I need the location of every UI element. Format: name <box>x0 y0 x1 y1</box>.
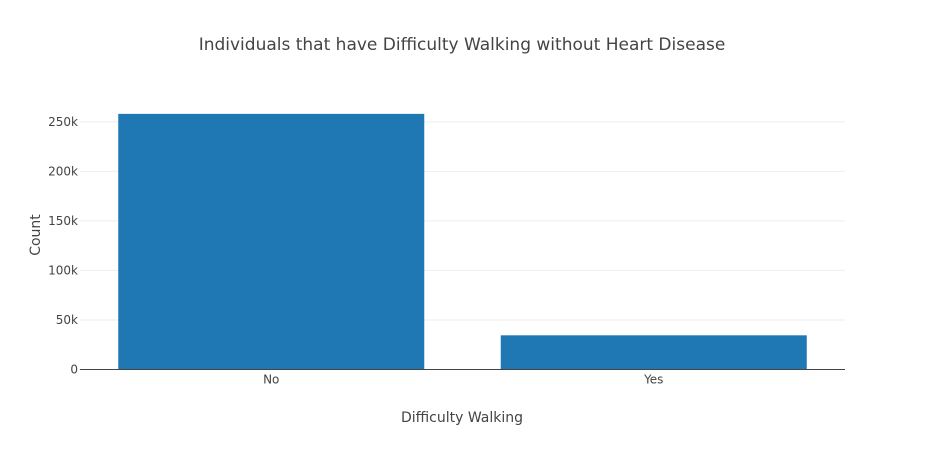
chart-title: Individuals that have Difficulty Walking… <box>199 35 726 55</box>
y-tick-label: 100k <box>48 263 78 277</box>
y-tick-label: 150k <box>48 214 78 228</box>
x-axis-ticks: No Yes <box>263 373 663 387</box>
x-axis-title: Difficulty Walking <box>401 410 523 426</box>
bar-yes <box>500 335 807 370</box>
bar-no <box>118 113 425 370</box>
y-tick-label: 50k <box>56 313 78 327</box>
bars <box>118 113 807 370</box>
y-tick-label: 250k <box>48 115 78 129</box>
x-tick-label: No <box>263 373 279 387</box>
y-axis-title: Count <box>28 214 44 256</box>
x-tick-label: Yes <box>643 373 663 387</box>
y-tick-label: 200k <box>48 164 78 178</box>
y-axis-ticks: 0 50k 100k 150k 200k 250k <box>48 115 78 377</box>
y-tick-label: 0 <box>70 363 78 377</box>
